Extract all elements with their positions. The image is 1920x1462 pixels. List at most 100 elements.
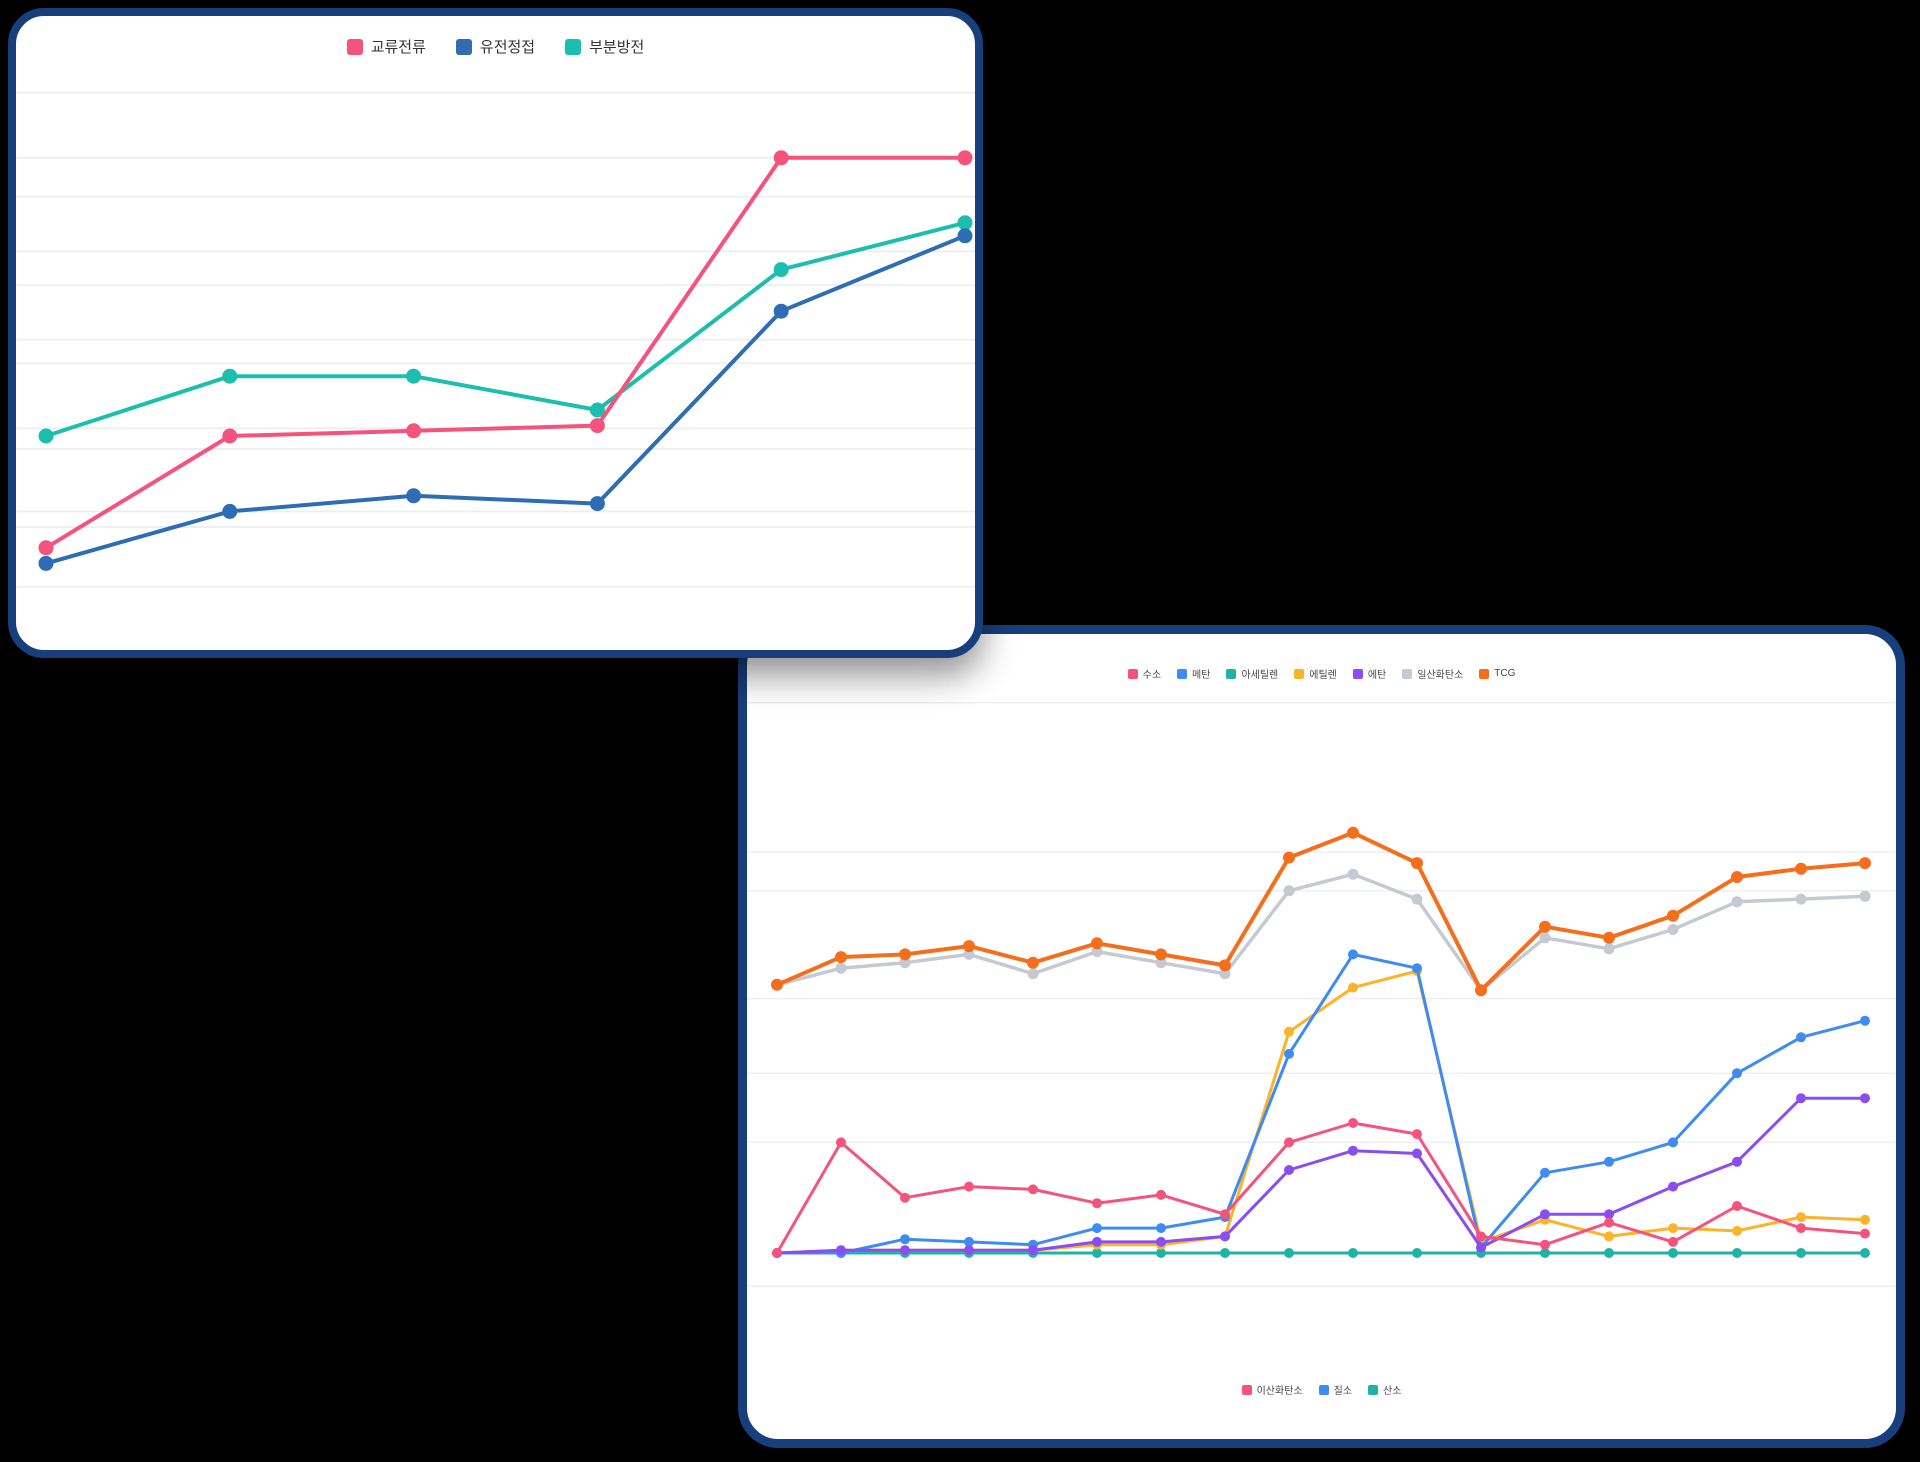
data-point-TCG-18 bbox=[1859, 857, 1871, 870]
data-point-메탄-14 bbox=[1604, 1156, 1614, 1167]
data-point-아세틸렌-9 bbox=[1284, 1248, 1294, 1258]
legend-swatch bbox=[1294, 668, 1305, 679]
series-교류전류 bbox=[38, 150, 973, 556]
data-point-TCG-14 bbox=[1603, 931, 1615, 944]
series-수소 bbox=[772, 1118, 1870, 1258]
data-point-TCG-15 bbox=[1667, 909, 1679, 922]
data-point-수소-3 bbox=[900, 1192, 910, 1203]
data-point-메탄-17 bbox=[1796, 1032, 1806, 1043]
legend-item-유전정접[interactable]: 유전정접 bbox=[455, 36, 536, 57]
data-point-일산화탄소-15 bbox=[1667, 924, 1679, 935]
data-point-에탄-6 bbox=[1092, 1236, 1102, 1247]
data-point-일산화탄소-14 bbox=[1603, 943, 1615, 955]
legend-swatch bbox=[1127, 668, 1138, 679]
series-line-부분방전 bbox=[44, 220, 967, 438]
data-point-메탄-4 bbox=[964, 1236, 974, 1247]
data-point-에틸렌-14 bbox=[1604, 1231, 1614, 1242]
data-point-아세틸렌-18 bbox=[1860, 1248, 1870, 1258]
line-chart-1 bbox=[16, 91, 975, 588]
data-point-TCG-9 bbox=[1283, 851, 1295, 864]
legend-item-수소[interactable]: 수소 bbox=[1127, 666, 1162, 681]
data-point-메탄-16 bbox=[1732, 1068, 1742, 1079]
legend-label: 아세틸렌 bbox=[1241, 670, 1279, 681]
legend-item-교류전류[interactable]: 교류전류 bbox=[346, 36, 426, 57]
data-point-유전정접-3 bbox=[406, 488, 422, 504]
legend-label: 수소 bbox=[1142, 670, 1162, 681]
chart-2-top-legend: 수소 메탄 아세틸렌 에틸렌 에탄 일산화탄소 TCG bbox=[747, 666, 1896, 681]
data-point-에탄-14 bbox=[1604, 1209, 1614, 1220]
legend-item-에탄[interactable]: 에탄 bbox=[1352, 666, 1387, 681]
data-point-에탄-10 bbox=[1348, 1145, 1358, 1156]
data-point-수소-13 bbox=[1540, 1239, 1550, 1250]
data-point-에탄-18 bbox=[1860, 1093, 1870, 1104]
chart-card-gas-analysis: 수소 메탄 아세틸렌 에틸렌 에탄 일산화탄소 TCG 이산화탄소 질소 산소 bbox=[738, 625, 1905, 1448]
series-line-교류전류 bbox=[44, 155, 967, 550]
legend-item-에틸렌[interactable]: 에틸렌 bbox=[1294, 666, 1337, 681]
data-point-에틸렌-9 bbox=[1284, 1026, 1294, 1037]
data-point-부분방전-1 bbox=[38, 428, 54, 444]
legend-swatch bbox=[1402, 668, 1413, 679]
data-point-아세틸렌-10 bbox=[1348, 1248, 1358, 1258]
legend-swatch bbox=[1368, 1384, 1378, 1395]
data-point-일산화탄소-16 bbox=[1731, 896, 1743, 908]
legend-item-아세틸렌[interactable]: 아세틸렌 bbox=[1226, 666, 1278, 681]
data-point-TCG-7 bbox=[1155, 948, 1167, 961]
series-line-메탄 bbox=[775, 952, 1867, 1255]
data-point-에탄-17 bbox=[1796, 1093, 1806, 1104]
data-point-TCG-16 bbox=[1731, 871, 1743, 883]
line-chart-2 bbox=[747, 702, 1896, 1287]
data-point-수소-4 bbox=[964, 1181, 974, 1192]
data-point-수소-5 bbox=[1028, 1184, 1038, 1195]
data-point-TCG-11 bbox=[1411, 857, 1423, 870]
data-point-에틸렌-16 bbox=[1732, 1225, 1742, 1236]
data-point-TCG-10 bbox=[1347, 826, 1359, 839]
data-point-수소-18 bbox=[1860, 1228, 1870, 1239]
data-point-일산화탄소-9 bbox=[1283, 885, 1295, 897]
series-에틸렌 bbox=[772, 966, 1870, 1258]
legend-item-TCG[interactable]: TCG bbox=[1479, 668, 1515, 679]
data-point-일산화탄소-4 bbox=[963, 948, 975, 960]
legend-label: 유전정접 bbox=[479, 39, 536, 56]
data-point-교류전류-5 bbox=[773, 150, 789, 166]
legend-item-이산화탄소[interactable]: 이산화탄소 bbox=[1241, 1382, 1303, 1397]
data-point-일산화탄소-11 bbox=[1411, 893, 1423, 905]
data-point-수소-9 bbox=[1284, 1137, 1294, 1148]
legend-swatch bbox=[455, 38, 472, 55]
legend-label: 질소 bbox=[1333, 1386, 1352, 1397]
data-point-TCG-17 bbox=[1795, 862, 1807, 875]
data-point-에탄-8 bbox=[1220, 1231, 1230, 1242]
legend-item-부분방전[interactable]: 부분방전 bbox=[565, 36, 644, 57]
legend-label: 교류전류 bbox=[370, 39, 426, 56]
legend-item-질소[interactable]: 질소 bbox=[1318, 1382, 1352, 1397]
series-line-일산화탄소 bbox=[775, 872, 1867, 993]
data-point-아세틸렌-13 bbox=[1540, 1248, 1550, 1258]
data-point-에틸렌-17 bbox=[1796, 1212, 1806, 1223]
data-point-아세틸렌-7 bbox=[1156, 1248, 1166, 1258]
legend-swatch bbox=[565, 38, 582, 55]
legend-item-일산화탄소[interactable]: 일산화탄소 bbox=[1402, 666, 1463, 681]
data-point-유전정접-6 bbox=[957, 228, 973, 244]
data-point-수소-11 bbox=[1412, 1129, 1422, 1140]
data-point-메탄-6 bbox=[1092, 1223, 1102, 1234]
data-point-교류전류-3 bbox=[406, 423, 422, 439]
legend-item-산소[interactable]: 산소 bbox=[1368, 1382, 1401, 1397]
legend-label: 에탄 bbox=[1367, 670, 1387, 681]
data-point-메탄-3 bbox=[900, 1234, 910, 1245]
series-line-에탄 bbox=[775, 1096, 1867, 1255]
data-point-부분방전-2 bbox=[222, 368, 238, 384]
legend-swatch bbox=[1241, 1384, 1252, 1395]
series-에탄 bbox=[772, 1093, 1870, 1258]
data-point-메탄-15 bbox=[1668, 1137, 1678, 1148]
data-point-에틸렌-15 bbox=[1668, 1223, 1678, 1234]
chart-1-legend: 교류전류 유전정접 부분방전 bbox=[16, 36, 975, 57]
data-point-수소-12 bbox=[1476, 1231, 1486, 1242]
legend-swatch bbox=[1479, 668, 1490, 679]
data-point-아세틸렌-11 bbox=[1412, 1248, 1422, 1258]
series-line-TCG bbox=[775, 830, 1867, 993]
data-point-아세틸렌-14 bbox=[1604, 1248, 1614, 1258]
legend-item-메탄[interactable]: 메탄 bbox=[1177, 666, 1210, 681]
data-point-에탄-7 bbox=[1156, 1236, 1166, 1247]
data-point-교류전류-1 bbox=[38, 540, 54, 556]
legend-swatch bbox=[1226, 668, 1237, 679]
